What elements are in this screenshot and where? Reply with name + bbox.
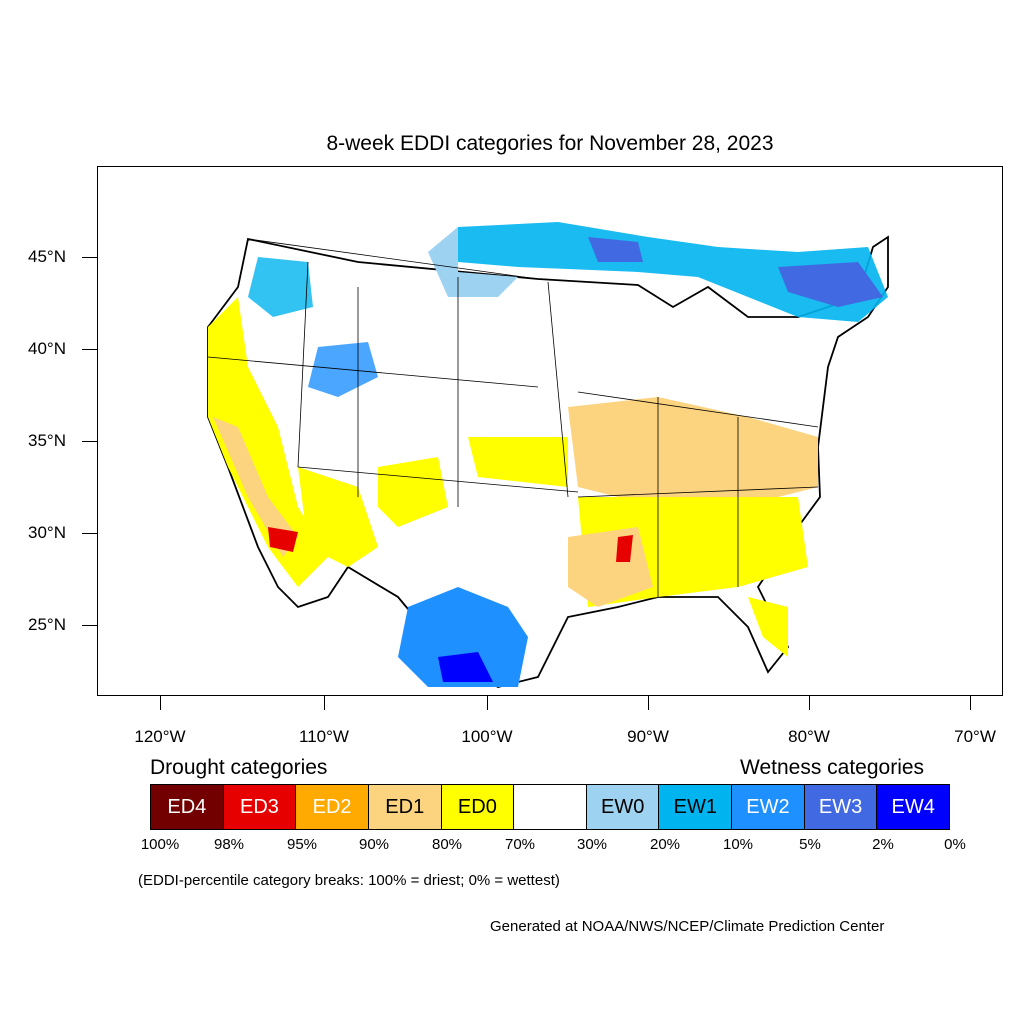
legend-cell-ed2: ED2 — [296, 785, 369, 829]
lon-label-100w: 100°W — [461, 727, 513, 746]
percentile-label: 20% — [649, 836, 681, 853]
lat-label-40n: 40°N — [28, 339, 66, 358]
legend-label: ED3 — [240, 795, 279, 818]
legend-label: ED0 — [457, 795, 497, 818]
wet-region-north-edge — [428, 227, 518, 297]
legend-color-bar: ED4 ED3 ED2 ED1 ED0 EW0 EW1 EW2 EW3 EW4 — [150, 784, 950, 830]
lat-tick — [82, 257, 97, 258]
legend-cell-ew3: EW3 — [804, 785, 878, 829]
percentile-label: 95% — [286, 836, 318, 853]
map-title: 8-week EDDI categories for November 28, … — [326, 132, 774, 155]
wet-region-texas-core — [438, 652, 493, 682]
eddi-map — [207, 222, 889, 688]
percentile-label: 90% — [358, 836, 390, 853]
lat-label-35n: 35°N — [28, 431, 66, 450]
legend-label: EW2 — [746, 795, 790, 818]
legend-label: ED1 — [385, 795, 425, 818]
wet-region-north — [458, 222, 888, 322]
dry-region-louisiana-ed1 — [568, 527, 653, 607]
legend-label: EW4 — [891, 795, 935, 818]
legend-cell-ed4: ED4 — [151, 785, 224, 829]
percentile-label: 10% — [722, 836, 754, 853]
legend-cell-ed1: ED1 — [368, 785, 442, 829]
lat-tick — [82, 349, 97, 350]
lon-label-80w: 80°W — [788, 727, 830, 746]
lon-label-120w: 120°W — [134, 727, 186, 746]
legend-label: EW3 — [818, 795, 863, 818]
lat-tick — [82, 533, 97, 534]
wet-region-minnesota-core — [588, 237, 643, 262]
percentile-label: 80% — [431, 836, 463, 853]
lon-label-70w: 70°W — [954, 727, 996, 746]
state-boundaries — [207, 238, 819, 597]
dry-region-mid-mississippi — [568, 397, 818, 507]
lat-label-45n: 45°N — [28, 247, 66, 266]
legend-cell-ed3: ED3 — [223, 785, 297, 829]
lat-tick — [82, 441, 97, 442]
legend-cell-ew1: EW1 — [659, 785, 733, 829]
wet-region-great-lakes-core — [778, 262, 883, 307]
lat-label-25n: 25°N — [28, 615, 66, 634]
percentile-label: 5% — [799, 836, 821, 853]
lon-tick — [160, 696, 161, 710]
percentile-label: 30% — [576, 836, 608, 853]
dry-region-west-coast — [208, 297, 328, 587]
source-credit: Generated at NOAA/NWS/NCEP/Climate Predi… — [490, 918, 885, 935]
legend-cell-ed0: ED0 — [441, 785, 515, 829]
dry-region-new-mexico — [378, 457, 448, 527]
lat-tick — [82, 625, 97, 626]
dry-region-mississippi-ed3 — [616, 535, 633, 562]
wet-region-texas — [398, 587, 528, 687]
legend-label: EW1 — [673, 795, 717, 818]
lat-label-30n: 30°N — [28, 523, 66, 542]
lon-tick — [970, 696, 971, 710]
legend-cell-ew0: EW0 — [586, 785, 660, 829]
category-breaks-note: (EDDI-percentile category breaks: 100% =… — [138, 872, 560, 889]
legend-label: ED2 — [312, 795, 352, 818]
dry-region-arizona-ed3 — [268, 527, 298, 552]
map-panel — [97, 166, 1003, 696]
lon-label-90w: 90°W — [627, 727, 669, 746]
legend-cell-ew2: EW2 — [732, 785, 805, 829]
lon-tick — [324, 696, 325, 710]
wetness-categories-heading: Wetness categories — [740, 756, 925, 779]
legend-label: ED4 — [167, 795, 207, 818]
wet-region-idaho — [248, 257, 313, 317]
percentile-label: 2% — [872, 836, 894, 853]
lon-label-110w: 110°W — [299, 727, 349, 746]
lon-tick — [648, 696, 649, 710]
percentile-label: 100% — [140, 836, 180, 853]
lon-tick — [487, 696, 488, 710]
dry-region-california-ed1 — [213, 417, 298, 557]
percentile-label: 98% — [213, 836, 245, 853]
legend-cell-normal — [514, 785, 587, 829]
legend-label: EW0 — [600, 795, 645, 818]
percentile-label: 0% — [944, 836, 966, 853]
percentile-label: 70% — [504, 836, 536, 853]
dry-region-kansas — [468, 437, 568, 487]
dry-region-florida — [748, 597, 788, 657]
drought-categories-heading: Drought categories — [150, 756, 328, 779]
legend-cell-ew4: EW4 — [877, 785, 950, 829]
lon-tick — [809, 696, 810, 710]
